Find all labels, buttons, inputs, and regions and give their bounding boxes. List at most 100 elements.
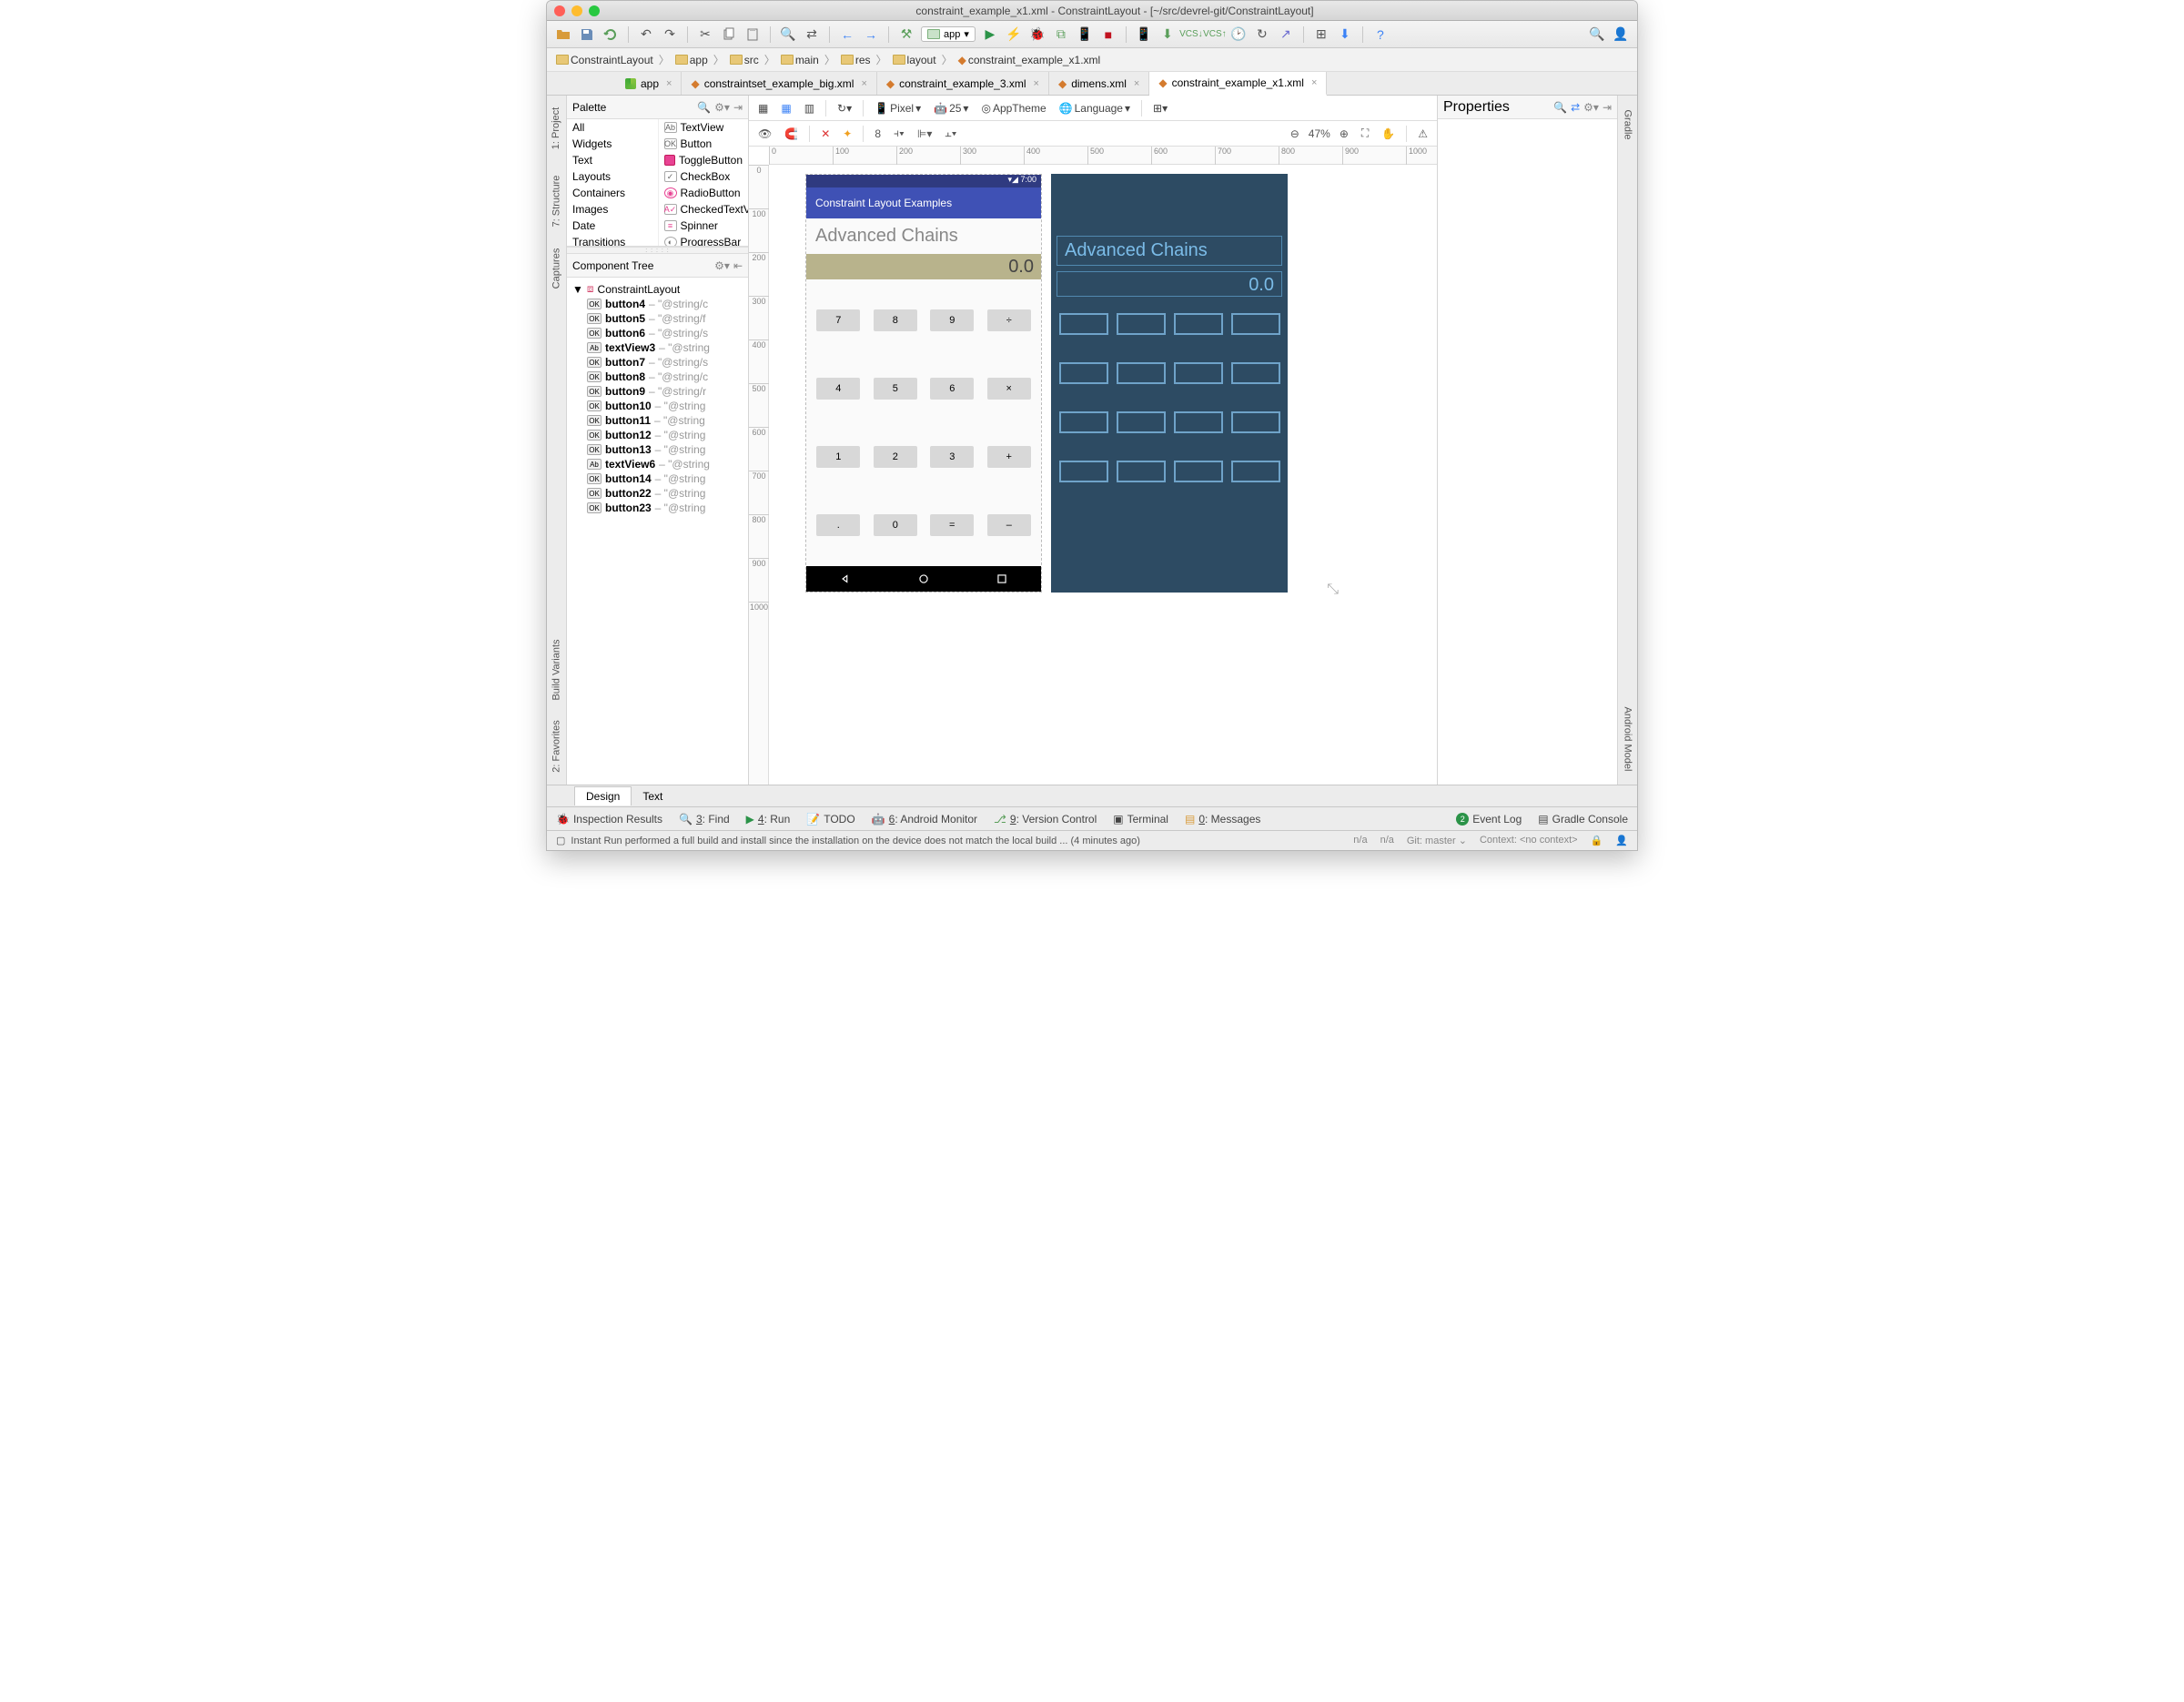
calc-button[interactable]: 1 [816, 446, 860, 468]
magnet-icon[interactable]: 🧲 [781, 126, 802, 142]
canvas-scroll[interactable]: 010020030040050060070080090010001100 010… [749, 147, 1437, 785]
back-icon[interactable]: ← [838, 25, 856, 44]
calc-button[interactable]: ÷ [987, 309, 1031, 331]
tree-item[interactable]: OK button4 – "@string/c [569, 297, 746, 311]
paste-icon[interactable] [743, 25, 762, 44]
vcs-push-icon[interactable]: ↗ [1277, 25, 1295, 44]
palette-category[interactable]: Transitions [567, 234, 658, 246]
cut-icon[interactable]: ✂ [696, 25, 714, 44]
close-tab-icon[interactable]: × [1034, 78, 1039, 89]
editor-tab[interactable]: ◆dimens.xml× [1049, 72, 1149, 95]
tw-inspection-results[interactable]: 🐞 Inspection Results [556, 813, 662, 826]
palette-category[interactable]: All [567, 119, 658, 136]
help-icon[interactable]: ? [1371, 25, 1390, 44]
vcs-history-icon[interactable]: 🕑 [1229, 25, 1248, 44]
tree-item[interactable]: OK button13 – "@string [569, 442, 746, 457]
redo-icon[interactable]: ↷ [661, 25, 679, 44]
blueprint-button[interactable] [1059, 461, 1108, 482]
stop-icon[interactable]: ■ [1099, 25, 1117, 44]
tw-todo[interactable]: 📝 TODO [806, 813, 854, 826]
props-toggle-icon[interactable]: ⇄ [1571, 101, 1580, 114]
breadcrumb-item[interactable]: ConstraintLayout [552, 54, 657, 66]
eye-icon[interactable]: 👁 [754, 126, 775, 142]
gutter-tab-favorites[interactable]: 2: Favorites [551, 720, 562, 772]
margin-value[interactable]: 8 [871, 126, 885, 142]
calc-button[interactable]: . [816, 514, 860, 536]
calc-button[interactable]: = [930, 514, 974, 536]
search-everywhere-icon[interactable]: 🔍 [1588, 25, 1606, 44]
gutter-tab-captures[interactable]: Captures [551, 248, 562, 289]
tw-find[interactable]: 🔍 3: Find [679, 813, 730, 826]
blueprint-button[interactable] [1174, 461, 1223, 482]
structure-icon[interactable]: ⊞ [1312, 25, 1330, 44]
palette-hide-icon[interactable]: ⇥ [733, 101, 743, 114]
tree-item[interactable]: OK button6 – "@string/s [569, 326, 746, 340]
blueprint-preview[interactable]: Advanced Chains 0.0 ⤡ [1051, 174, 1288, 593]
tree-item[interactable]: OK button9 – "@string/r [569, 384, 746, 399]
palette-category[interactable]: Text [567, 152, 658, 168]
palette-settings-icon[interactable]: ⚙▾ [714, 101, 730, 114]
theme-dropdown[interactable]: ◎ AppTheme [977, 100, 1049, 117]
tree-settings-icon[interactable]: ⚙▾ [714, 259, 730, 272]
tree-item[interactable]: Ab textView3 – "@string [569, 340, 746, 355]
sub-tab-text[interactable]: Text [632, 787, 673, 805]
calc-button[interactable]: 8 [874, 309, 917, 331]
tree-item[interactable]: OK button11 – "@string [569, 413, 746, 428]
zoom-in-icon[interactable]: ⊕ [1336, 126, 1352, 142]
calc-button[interactable]: 7 [816, 309, 860, 331]
blueprint-button[interactable] [1231, 461, 1280, 482]
palette-widget[interactable]: A✓CheckedTextView [659, 201, 749, 218]
blueprint-button[interactable] [1117, 362, 1166, 384]
breadcrumb-item[interactable]: layout [889, 54, 940, 66]
zoom-out-icon[interactable]: ⊖ [1287, 126, 1303, 142]
tw-gradle-console[interactable]: ▤ Gradle Console [1538, 813, 1628, 826]
run-icon[interactable]: ▶ [981, 25, 999, 44]
blueprint-button[interactable] [1231, 411, 1280, 433]
infer-constraints-icon[interactable]: ✦ [839, 126, 855, 142]
refresh-icon[interactable] [602, 25, 620, 44]
zoom-fit-icon[interactable]: ⛶ [1358, 125, 1372, 142]
palette-widget[interactable]: ✓CheckBox [659, 168, 749, 185]
breadcrumb-item[interactable]: res [837, 54, 875, 66]
blueprint-button[interactable] [1231, 362, 1280, 384]
breadcrumb-item[interactable]: ◆constraint_example_x1.xml [955, 54, 1105, 66]
palette-category[interactable]: Containers [567, 185, 658, 201]
tree-item[interactable]: Ab textView6 – "@string [569, 457, 746, 471]
attach-icon[interactable]: 📱 [1076, 25, 1094, 44]
build-icon[interactable]: ⚒ [897, 25, 915, 44]
tree-root[interactable]: ▼ ⧈ ConstraintLayout [569, 281, 746, 297]
blueprint-button[interactable] [1059, 362, 1108, 384]
sdk-icon[interactable]: ⬇ [1158, 25, 1177, 44]
minimize-window-button[interactable] [571, 5, 582, 16]
tree-item[interactable]: OK button10 – "@string [569, 399, 746, 413]
props-settings-icon[interactable]: ⚙▾ [1583, 101, 1599, 114]
apply-changes-icon[interactable]: ⚡ [1005, 25, 1023, 44]
align-icon[interactable]: ⊫▾ [914, 126, 935, 142]
gutter-tab-gradle[interactable]: Gradle [1623, 109, 1633, 139]
palette-category[interactable]: Images [567, 201, 658, 218]
sync-icon[interactable]: ⬇ [1336, 25, 1354, 44]
find-icon[interactable]: 🔍 [779, 25, 797, 44]
palette-widget[interactable]: ◉RadioButton [659, 185, 749, 201]
blueprint-button[interactable] [1174, 411, 1223, 433]
avd-icon[interactable]: 📱 [1135, 25, 1153, 44]
status-git[interactable]: Git: master ⌄ [1407, 835, 1467, 846]
palette-category[interactable]: Widgets [567, 136, 658, 152]
panel-divider[interactable]: : : : : : [567, 247, 748, 254]
tw-event-log[interactable]: 2 Event Log [1456, 813, 1522, 826]
editor-tab[interactable]: ◆constraintset_example_big.xml× [682, 72, 876, 95]
view-mode-both-icon[interactable]: ▥ [801, 100, 818, 117]
clear-constraints-icon[interactable]: ✕ [817, 126, 834, 142]
editor-tab[interactable]: ◆constraint_example_x1.xml× [1149, 72, 1327, 96]
profile-icon[interactable]: ⧉ [1052, 25, 1070, 44]
status-expand-icon[interactable]: ▢ [556, 835, 565, 846]
gutter-tab-build-variants[interactable]: Build Variants [551, 639, 562, 700]
editor-tab[interactable]: app× [616, 72, 682, 95]
palette-widget[interactable]: ◐ProgressBar [659, 234, 749, 246]
run-config-dropdown[interactable]: app▾ [921, 26, 976, 42]
sub-tab-design[interactable]: Design [574, 786, 632, 805]
open-icon[interactable] [554, 25, 572, 44]
status-context[interactable]: Context: <no context> [1480, 835, 1578, 846]
view-mode-design-icon[interactable]: ▦ [754, 100, 772, 117]
close-tab-icon[interactable]: × [1134, 78, 1139, 89]
